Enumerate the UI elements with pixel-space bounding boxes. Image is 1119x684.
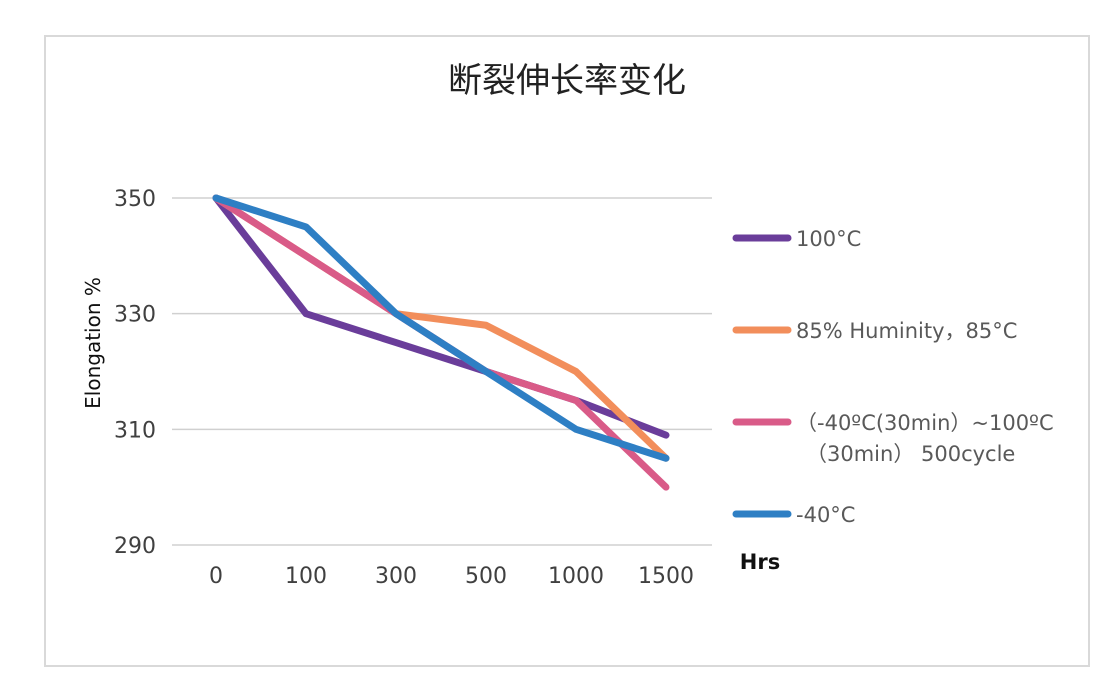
legend-label: 85% Huminity，85°C xyxy=(796,319,1017,343)
chart-frame xyxy=(44,35,1090,667)
legend-label-line2: （30min） 500cycle xyxy=(806,442,1015,466)
y-tick-label: 290 xyxy=(114,534,156,559)
series-line-4 xyxy=(212,194,670,462)
y-tick-label: 350 xyxy=(114,187,156,212)
y-tick-label: 310 xyxy=(114,418,156,443)
x-tick-label: 100 xyxy=(285,564,327,589)
x-axis-unit: Hrs xyxy=(740,550,780,574)
legend-label: （-40ºC(30min）~100ºC xyxy=(796,411,1054,435)
x-tick-label: 500 xyxy=(465,564,507,589)
x-tick-label: 1500 xyxy=(638,564,694,589)
legend-label: 100°C xyxy=(796,227,861,251)
x-tick-label: 300 xyxy=(375,564,417,589)
series-line-1 xyxy=(212,194,670,439)
legend-label: -40°C xyxy=(796,503,855,527)
y-tick-label: 330 xyxy=(114,303,156,328)
y-axis-label: Elongation % xyxy=(81,277,105,409)
chart-title: 断裂伸长率变化 xyxy=(448,61,686,101)
x-tick-label: 1000 xyxy=(548,564,604,589)
x-tick-label: 0 xyxy=(209,564,223,589)
